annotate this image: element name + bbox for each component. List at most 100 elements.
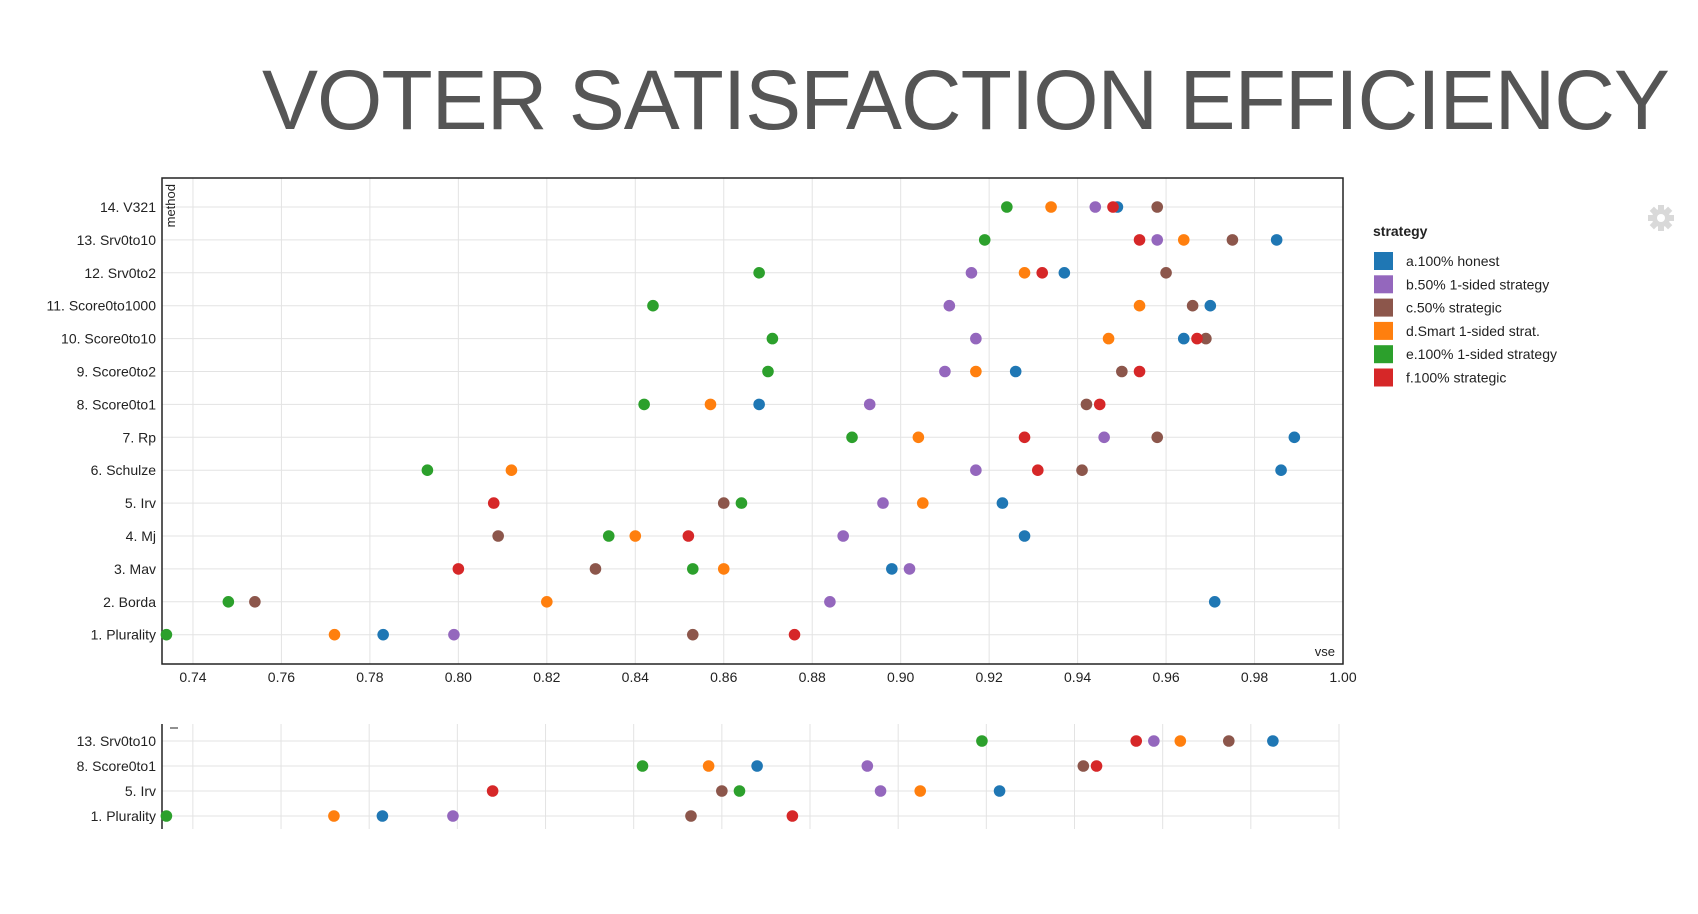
data-point-b-50-1-sided-strategy-11-score0to1000[interactable]	[943, 299, 956, 312]
data-point-d-smart-1-sided-strat-12-srv0to2[interactable]	[1018, 267, 1031, 279]
data-point-d-smart-1-sided-strat-3-mav[interactable]	[717, 563, 730, 575]
data-point-c-50-strategic-1-plurality[interactable]	[685, 810, 697, 822]
data-point-d-smart-1-sided-strat-9-score0to2[interactable]	[970, 365, 982, 378]
data-point-a-100-honest-5-irv[interactable]	[996, 497, 1009, 509]
data-point-f-100-strategic-13-srv0to10[interactable]	[1133, 234, 1146, 246]
legend-item-a-100-honest[interactable]: a.100% honest	[1374, 252, 1500, 270]
data-point-f-100-strategic-7-rp[interactable]	[1018, 431, 1031, 444]
data-point-d-smart-1-sided-strat-8-score0to1[interactable]	[702, 760, 715, 772]
data-point-c-50-strategic-6-schulze[interactable]	[1076, 464, 1088, 477]
data-point-a-100-honest-3-mav[interactable]	[886, 563, 898, 575]
data-point-a-100-honest-7-rp[interactable]	[1288, 431, 1301, 444]
legend-item-b-50-1-sided-strategy[interactable]: b.50% 1-sided strategy	[1374, 275, 1549, 294]
data-point-b-50-1-sided-strategy-10-score0to10[interactable]	[970, 332, 982, 345]
data-point-f-100-strategic-4-mj[interactable]	[682, 530, 695, 542]
data-point-e-100-1-sided-strategy-6-schulze[interactable]	[421, 464, 434, 477]
data-point-b-50-1-sided-strategy-8-score0to1[interactable]	[861, 760, 874, 772]
data-point-a-100-honest-10-score0to10[interactable]	[1177, 332, 1190, 345]
data-point-c-50-strategic-8-score0to1[interactable]	[1080, 398, 1093, 411]
data-point-b-50-1-sided-strategy-8-score0to1[interactable]	[863, 398, 876, 411]
data-point-e-100-1-sided-strategy-9-score0to2[interactable]	[762, 365, 774, 378]
data-point-a-100-honest-1-plurality[interactable]	[376, 810, 389, 822]
data-point-b-50-1-sided-strategy-9-score0to2[interactable]	[939, 365, 951, 378]
data-point-c-50-strategic-2-borda[interactable]	[249, 596, 261, 608]
data-point-e-100-1-sided-strategy-5-irv[interactable]	[735, 497, 748, 509]
data-point-c-50-strategic-3-mav[interactable]	[589, 563, 602, 575]
data-point-c-50-strategic-12-srv0to2[interactable]	[1160, 267, 1172, 279]
data-point-f-100-strategic-8-score0to1[interactable]	[1093, 398, 1106, 411]
data-point-d-smart-1-sided-strat-10-score0to10[interactable]	[1102, 332, 1115, 345]
data-point-d-smart-1-sided-strat-5-irv[interactable]	[914, 785, 927, 797]
data-point-b-50-1-sided-strategy-13-srv0to10[interactable]	[1151, 234, 1164, 246]
data-point-a-100-honest-5-irv[interactable]	[993, 785, 1006, 797]
data-point-a-100-honest-11-score0to1000[interactable]	[1204, 299, 1217, 312]
data-point-a-100-honest-8-score0to1[interactable]	[753, 398, 765, 411]
data-point-f-100-strategic-3-mav[interactable]	[452, 563, 465, 575]
data-point-b-50-1-sided-strategy-2-borda[interactable]	[824, 596, 836, 608]
data-point-d-smart-1-sided-strat-1-plurality[interactable]	[328, 628, 341, 641]
data-point-c-50-strategic-14-v321[interactable]	[1151, 201, 1164, 213]
data-point-e-100-1-sided-strategy-5-irv[interactable]	[733, 785, 746, 797]
data-point-b-50-1-sided-strategy-12-srv0to2[interactable]	[965, 267, 978, 279]
data-point-b-50-1-sided-strategy-7-rp[interactable]	[1098, 431, 1110, 444]
data-point-b-50-1-sided-strategy-6-schulze[interactable]	[970, 464, 982, 477]
data-point-e-100-1-sided-strategy-14-v321[interactable]	[1001, 201, 1013, 213]
data-point-f-100-strategic-14-v321[interactable]	[1107, 201, 1119, 213]
data-point-c-50-strategic-7-rp[interactable]	[1151, 431, 1164, 444]
data-point-e-100-1-sided-strategy-8-score0to1[interactable]	[636, 760, 649, 772]
data-point-e-100-1-sided-strategy-8-score0to1[interactable]	[638, 398, 650, 411]
data-point-f-100-strategic-5-irv[interactable]	[486, 785, 499, 797]
data-point-f-100-strategic-1-plurality[interactable]	[788, 628, 801, 641]
data-point-e-100-1-sided-strategy-10-score0to10[interactable]	[766, 332, 779, 345]
data-point-c-50-strategic-13-srv0to10[interactable]	[1226, 234, 1239, 246]
data-point-b-50-1-sided-strategy-5-irv[interactable]	[877, 497, 889, 509]
legend-item-f-100-strategic[interactable]: f.100% strategic	[1374, 368, 1506, 387]
data-point-a-100-honest-8-score0to1[interactable]	[751, 760, 763, 772]
data-point-f-100-strategic-9-score0to2[interactable]	[1133, 365, 1146, 378]
data-point-d-smart-1-sided-strat-4-mj[interactable]	[629, 530, 642, 542]
data-point-e-100-1-sided-strategy-1-plurality[interactable]	[160, 810, 173, 822]
data-point-c-50-strategic-10-score0to10[interactable]	[1200, 332, 1212, 345]
data-point-d-smart-1-sided-strat-11-score0to1000[interactable]	[1133, 299, 1146, 312]
data-point-e-100-1-sided-strategy-3-mav[interactable]	[686, 563, 699, 575]
data-point-d-smart-1-sided-strat-1-plurality[interactable]	[328, 810, 340, 822]
data-point-e-100-1-sided-strategy-1-plurality[interactable]	[160, 628, 173, 641]
data-point-d-smart-1-sided-strat-14-v321[interactable]	[1045, 201, 1057, 213]
data-point-a-100-honest-13-srv0to10[interactable]	[1270, 234, 1283, 246]
data-point-b-50-1-sided-strategy-1-plurality[interactable]	[448, 628, 460, 641]
data-point-d-smart-1-sided-strat-8-score0to1[interactable]	[704, 398, 717, 411]
data-point-e-100-1-sided-strategy-13-srv0to10[interactable]	[978, 234, 991, 246]
data-point-e-100-1-sided-strategy-11-score0to1000[interactable]	[647, 299, 659, 312]
data-point-c-50-strategic-1-plurality[interactable]	[686, 628, 699, 641]
data-point-d-smart-1-sided-strat-6-schulze[interactable]	[505, 464, 518, 477]
data-point-f-100-strategic-12-srv0to2[interactable]	[1036, 267, 1049, 279]
data-point-f-100-strategic-1-plurality[interactable]	[786, 810, 799, 822]
legend-item-d-smart-1-sided-strat[interactable]: d.Smart 1-sided strat.	[1374, 321, 1540, 340]
data-point-f-100-strategic-10-score0to10[interactable]	[1191, 332, 1203, 345]
data-point-e-100-1-sided-strategy-13-srv0to10[interactable]	[976, 735, 988, 747]
data-point-a-100-honest-9-score0to2[interactable]	[1009, 365, 1022, 378]
data-point-d-smart-1-sided-strat-2-borda[interactable]	[541, 596, 553, 608]
data-point-e-100-1-sided-strategy-12-srv0to2[interactable]	[753, 267, 765, 279]
data-point-d-smart-1-sided-strat-5-irv[interactable]	[916, 497, 929, 509]
legend-item-e-100-1-sided-strategy[interactable]: e.100% 1-sided strategy	[1374, 345, 1557, 364]
data-point-e-100-1-sided-strategy-2-borda[interactable]	[222, 596, 235, 608]
data-point-a-100-honest-2-borda[interactable]	[1208, 596, 1221, 608]
data-point-b-50-1-sided-strategy-1-plurality[interactable]	[447, 810, 459, 822]
data-point-c-50-strategic-9-score0to2[interactable]	[1116, 365, 1128, 378]
gear-icon[interactable]	[1648, 205, 1674, 231]
data-point-c-50-strategic-5-irv[interactable]	[717, 497, 730, 509]
data-point-c-50-strategic-13-srv0to10[interactable]	[1222, 735, 1235, 747]
data-point-c-50-strategic-5-irv[interactable]	[716, 785, 728, 797]
data-point-a-100-honest-6-schulze[interactable]	[1275, 464, 1287, 477]
data-point-b-50-1-sided-strategy-13-srv0to10[interactable]	[1148, 735, 1160, 747]
data-point-e-100-1-sided-strategy-7-rp[interactable]	[846, 431, 858, 444]
data-point-d-smart-1-sided-strat-7-rp[interactable]	[912, 431, 925, 444]
data-point-f-100-strategic-8-score0to1[interactable]	[1090, 760, 1103, 772]
data-point-f-100-strategic-5-irv[interactable]	[487, 497, 500, 509]
data-point-b-50-1-sided-strategy-3-mav[interactable]	[903, 563, 916, 575]
data-point-c-50-strategic-8-score0to1[interactable]	[1077, 760, 1090, 772]
data-point-f-100-strategic-13-srv0to10[interactable]	[1130, 735, 1143, 747]
data-point-e-100-1-sided-strategy-4-mj[interactable]	[602, 530, 615, 542]
data-point-b-50-1-sided-strategy-4-mj[interactable]	[837, 530, 849, 542]
